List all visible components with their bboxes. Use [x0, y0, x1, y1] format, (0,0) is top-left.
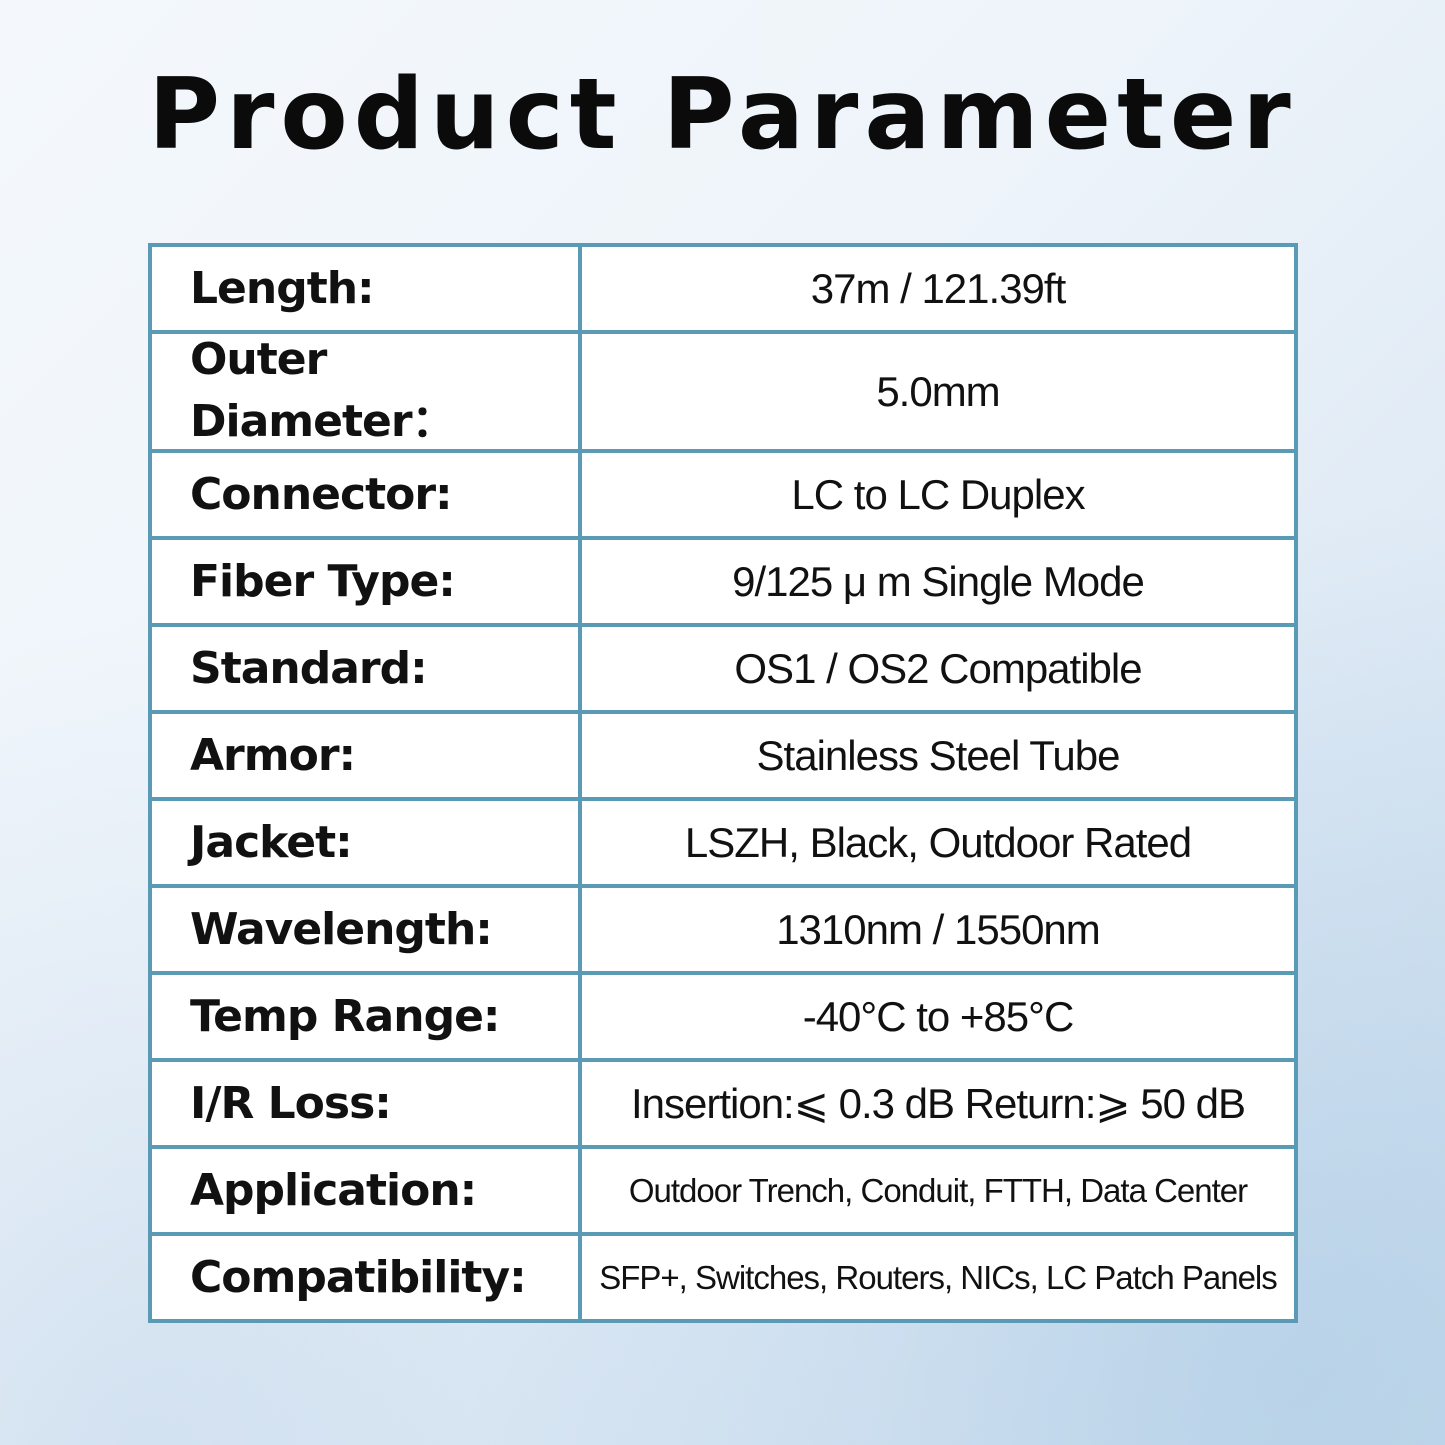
param-value: Stainless Steel Tube — [578, 710, 1298, 801]
table-row: Fiber Type: 9/125 μ m Single Mode — [148, 536, 1298, 627]
param-label: Connector: — [148, 449, 582, 540]
table-row: Length: 37m / 121.39ft — [148, 243, 1298, 334]
param-label: Application: — [148, 1145, 582, 1236]
param-label: Length: — [148, 243, 582, 334]
table-row: Wavelength: 1310nm / 1550nm — [148, 884, 1298, 975]
param-value: Outdoor Trench, Conduit, FTTH, Data Cent… — [578, 1145, 1298, 1236]
table-row: Application: Outdoor Trench, Conduit, FTT… — [148, 1145, 1298, 1236]
table-row: Jacket: LSZH, Black, Outdoor Rated — [148, 797, 1298, 888]
table-row: Standard: OS1 / OS2 Compatible — [148, 623, 1298, 714]
param-label: Fiber Type: — [148, 536, 582, 627]
table-row: Armor: Stainless Steel Tube — [148, 710, 1298, 801]
param-value: 5.0mm — [578, 330, 1298, 453]
param-value: 1310nm / 1550nm — [578, 884, 1298, 975]
param-value: Insertion:⩽ 0.3 dB Return:⩾ 50 dB — [578, 1058, 1298, 1149]
page-title: Product Parameter — [148, 58, 1297, 172]
table-row: Connector: LC to LC Duplex — [148, 449, 1298, 540]
param-label: Temp Range: — [148, 971, 582, 1062]
param-value: 37m / 121.39ft — [578, 243, 1298, 334]
param-label: Armor: — [148, 710, 582, 801]
param-label: Jacket: — [148, 797, 582, 888]
param-label: Compatibility: — [148, 1232, 582, 1323]
param-label: I/R Loss: — [148, 1058, 582, 1149]
table-row: I/R Loss: Insertion:⩽ 0.3 dB Return:⩾ 50 … — [148, 1058, 1298, 1149]
table-row: Outer Diameter： 5.0mm — [148, 330, 1298, 453]
param-value: 9/125 μ m Single Mode — [578, 536, 1298, 627]
table-row: Temp Range: -40°C to +85°C — [148, 971, 1298, 1062]
param-value: LC to LC Duplex — [578, 449, 1298, 540]
param-value: -40°C to +85°C — [578, 971, 1298, 1062]
param-label: Wavelength: — [148, 884, 582, 975]
param-label: Outer Diameter： — [148, 330, 582, 453]
param-value: OS1 / OS2 Compatible — [578, 623, 1298, 714]
param-value: LSZH, Black, Outdoor Rated — [578, 797, 1298, 888]
param-label: Standard: — [148, 623, 582, 714]
table-row: Compatibility: SFP+, Switches, Routers, N… — [148, 1232, 1298, 1323]
parameter-table: Length: 37m / 121.39ft Outer Diameter： 5.0m… — [148, 243, 1298, 1323]
param-value: SFP+, Switches, Routers, NICs, LC Patch … — [578, 1232, 1298, 1323]
